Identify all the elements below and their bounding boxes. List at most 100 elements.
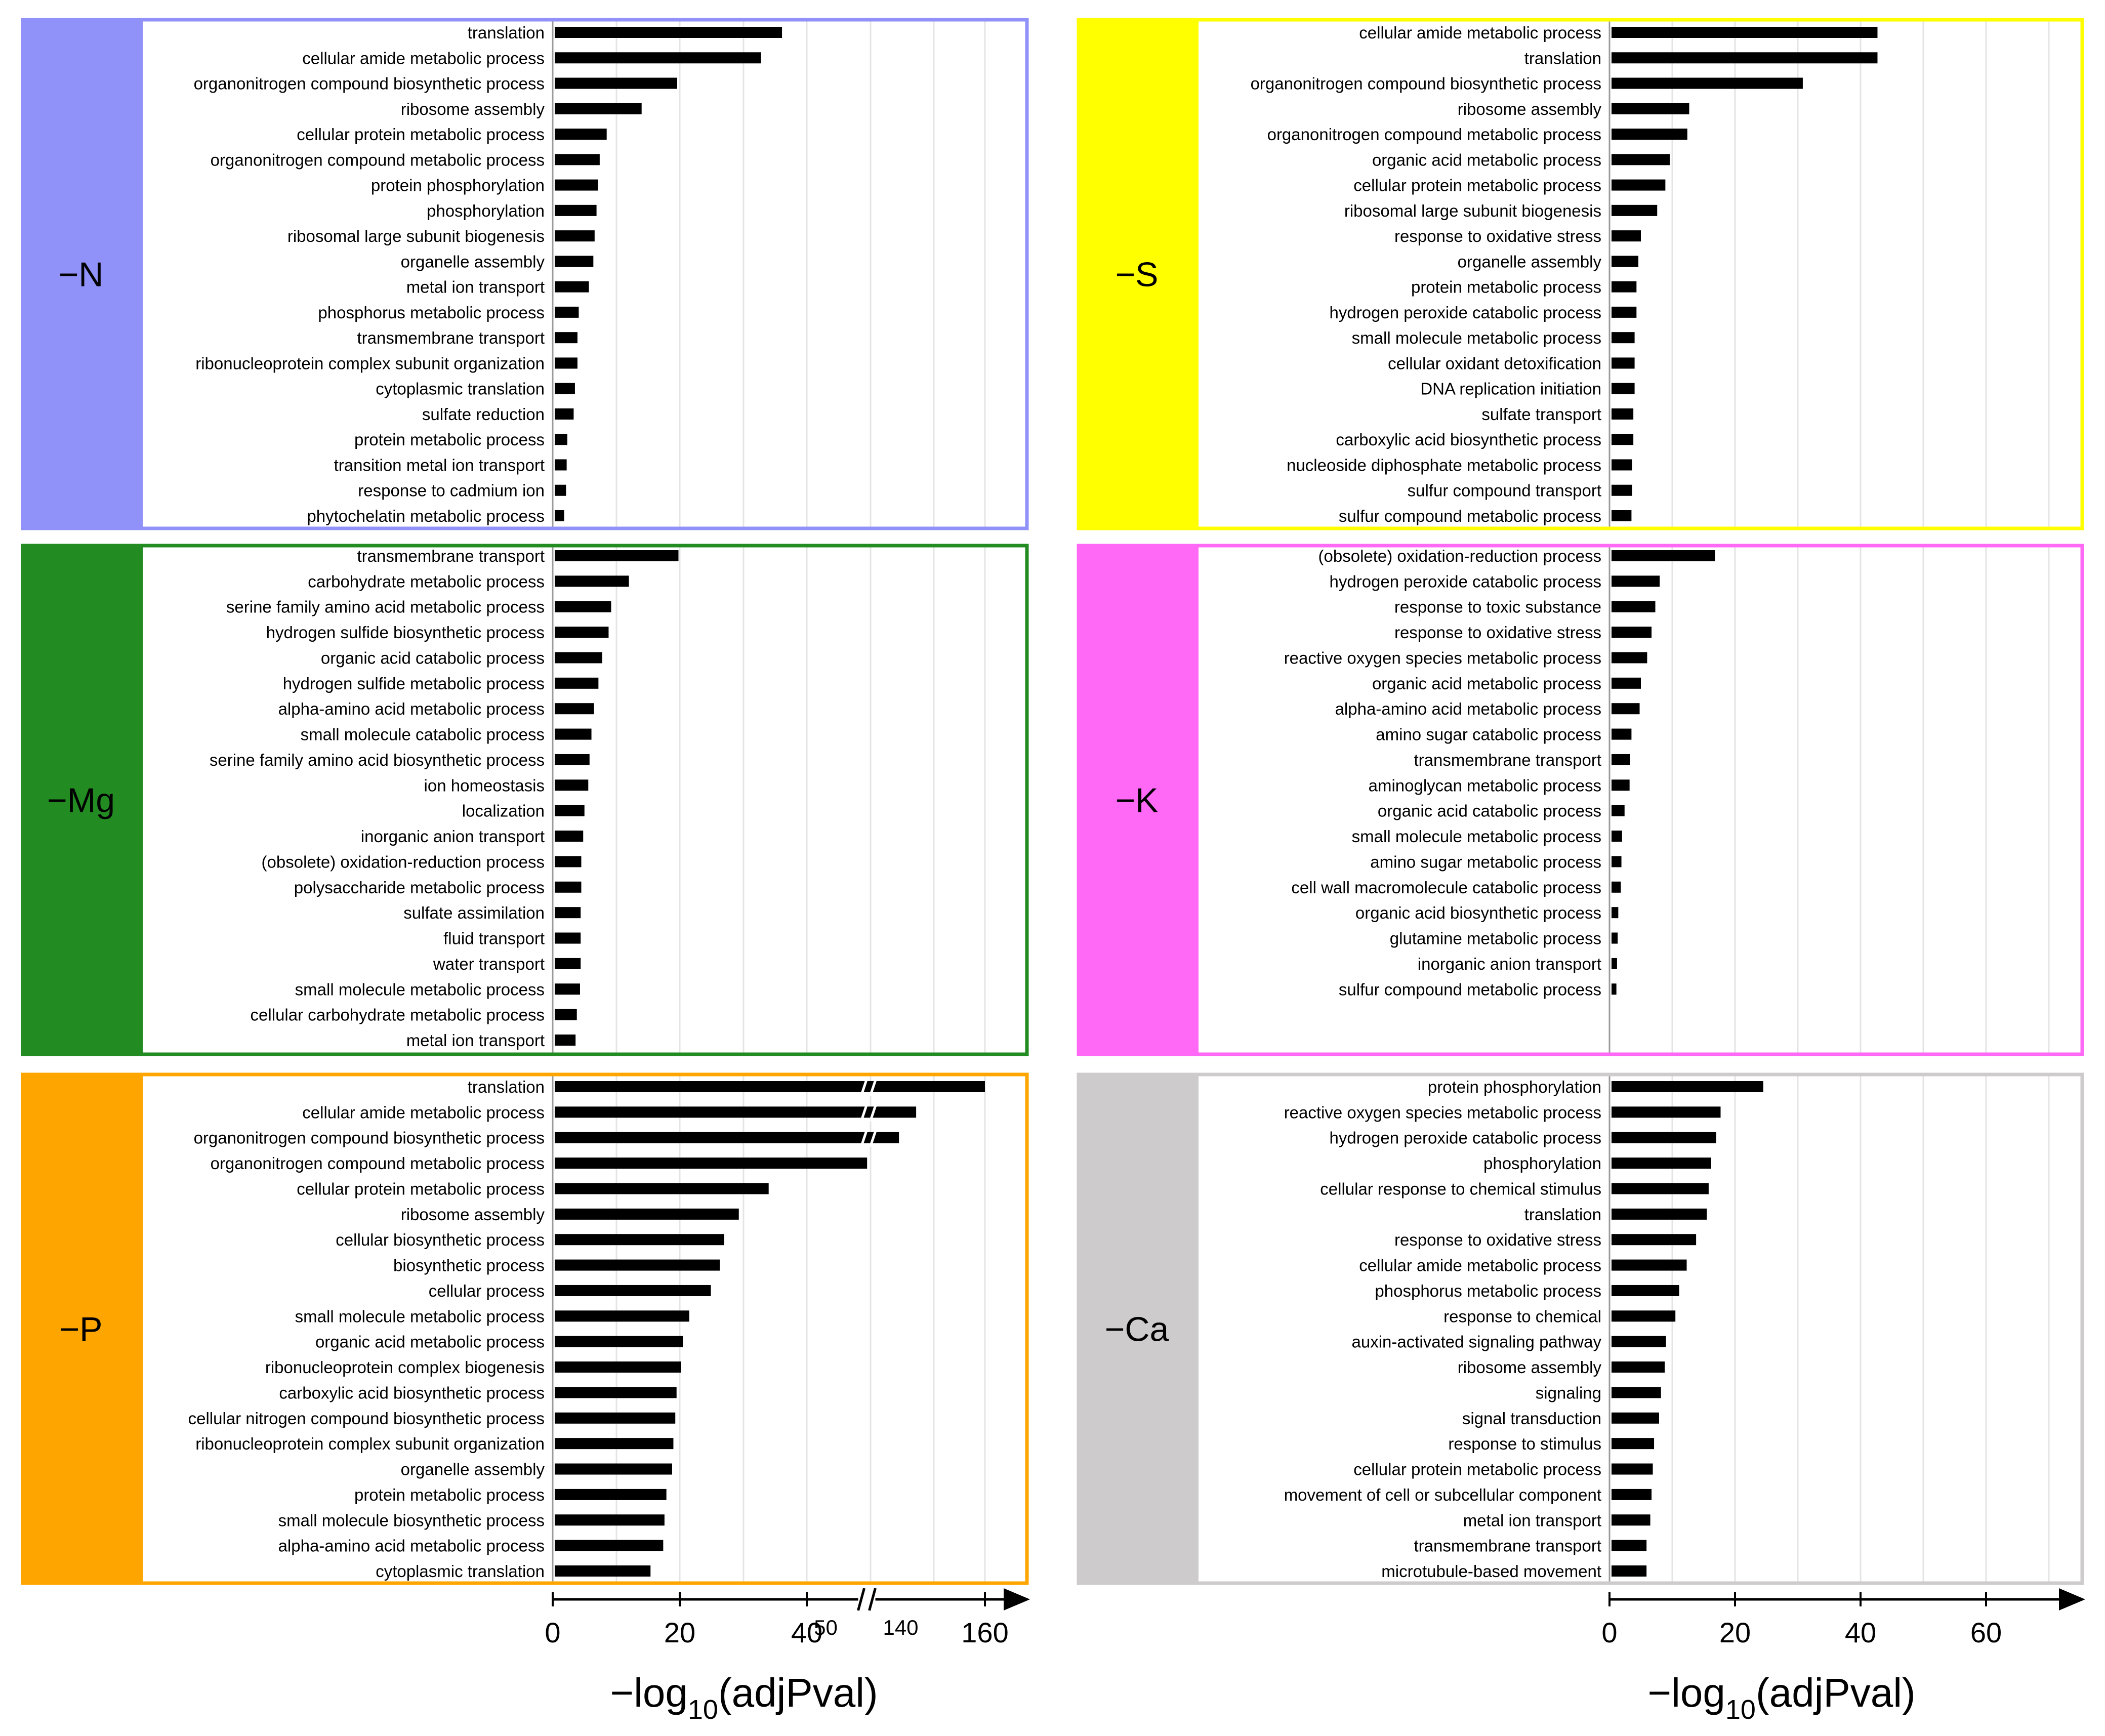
category-label: cellular protein metabolic process	[297, 125, 545, 144]
bar	[555, 983, 580, 995]
category-label: ribosomal large subunit biogenesis	[287, 227, 545, 245]
bar	[1612, 204, 1658, 216]
category-label: fluid transport	[443, 929, 545, 948]
category-label: protein metabolic process	[354, 430, 545, 449]
bar	[555, 601, 611, 612]
category-label: reactive oxygen species metabolic proces…	[1284, 1103, 1601, 1122]
bar	[555, 703, 594, 715]
bar	[555, 754, 590, 765]
category-label: inorganic anion transport	[361, 827, 545, 846]
x-tick-label: 60	[1970, 1617, 2002, 1648]
x-axis-title-paren: (adjPval)	[718, 1670, 878, 1715]
bar	[1612, 1158, 1711, 1169]
bar	[1612, 52, 1878, 64]
bar	[555, 1035, 576, 1046]
bar	[1612, 856, 1622, 867]
bar	[555, 1361, 681, 1373]
x-tick-label: 0	[1601, 1617, 1617, 1648]
bar	[555, 154, 600, 166]
bar	[555, 1489, 667, 1500]
category-label: translation	[1524, 1205, 1601, 1224]
category-label: organonitrogen compound metabolic proces…	[1267, 125, 1601, 144]
category-label: response to stimulus	[1448, 1434, 1601, 1453]
bar	[555, 1081, 985, 1092]
panel-plot-area	[1199, 544, 2084, 1056]
bar	[555, 575, 629, 587]
category-label: cellular amide metabolic process	[1359, 23, 1601, 42]
category-label: carboxylic acid biosynthetic process	[279, 1383, 545, 1402]
category-label: organic acid catabolic process	[321, 648, 545, 667]
category-label: small molecule metabolic process	[1352, 328, 1601, 347]
panel-color-block	[1077, 1073, 1201, 1585]
category-label: organelle assembly	[401, 1460, 545, 1479]
category-label: transmembrane transport	[1414, 1537, 1602, 1555]
category-label: cellular amide metabolic process	[302, 49, 545, 67]
category-label: cellular protein metabolic process	[1353, 176, 1601, 195]
bar	[1612, 1336, 1666, 1347]
bar	[1612, 510, 1632, 521]
bar	[555, 1234, 724, 1246]
bar	[555, 831, 584, 842]
category-label: localization	[462, 802, 545, 820]
category-label: metal ion transport	[1463, 1511, 1601, 1530]
category-label: signal transduction	[1462, 1409, 1601, 1428]
category-label: organelle assembly	[401, 252, 545, 271]
category-label: cellular protein metabolic process	[297, 1179, 545, 1198]
category-label: small molecule catabolic process	[301, 725, 545, 744]
x-axis-left: 0 20 40 160 50 140 −log10(adjPval)	[545, 1588, 1030, 1725]
panel-color-block	[1077, 18, 1201, 530]
category-label: phosphorylation	[1483, 1154, 1601, 1173]
category-label: cellular carbohydrate metabolic process	[251, 1006, 545, 1024]
bar	[555, 1285, 711, 1296]
bar	[1612, 1387, 1661, 1398]
bar	[1612, 434, 1634, 445]
bar	[555, 907, 581, 919]
x-axis-title-main: −log	[1647, 1670, 1725, 1715]
category-label: ribosome assembly	[401, 1205, 545, 1224]
bar	[555, 1387, 677, 1398]
category-label: cell wall macromolecule catabolic proces…	[1291, 878, 1601, 897]
panels: −N translation cellular amide metabolic pr…	[21, 18, 2084, 1585]
bar	[1612, 601, 1656, 612]
axis-break-mark	[860, 1128, 878, 1147]
panel-title: −P	[59, 1310, 102, 1349]
category-label: transmembrane transport	[357, 328, 545, 347]
panel-plot-area	[143, 18, 1028, 530]
bar	[1612, 103, 1689, 114]
panel-right-middle: −K (obsolete) oxidation-reduction process…	[1077, 544, 2084, 1056]
category-label: cellular biosynthetic process	[336, 1230, 545, 1249]
category-label: transmembrane transport	[1414, 751, 1602, 769]
category-label: ribosomal large subunit biogenesis	[1344, 201, 1601, 220]
category-label: organonitrogen compound biosynthetic pro…	[1251, 74, 1601, 93]
category-label: aminoglycan metabolic process	[1369, 776, 1601, 795]
category-label: carbohydrate metabolic process	[308, 572, 545, 591]
bar	[1612, 459, 1632, 471]
bar	[555, 1009, 577, 1020]
bar	[555, 1208, 739, 1220]
category-label: protein phosphorylation	[1428, 1078, 1601, 1096]
bar	[555, 1438, 674, 1450]
category-label: alpha-amino acid metabolic process	[278, 699, 545, 718]
category-label: transmembrane transport	[357, 547, 545, 565]
category-label: hydrogen peroxide catabolic process	[1330, 303, 1602, 322]
category-label: sulfate transport	[1481, 405, 1601, 424]
bar	[555, 856, 582, 867]
panel-color-block	[21, 544, 145, 1056]
category-label: sulfur compound metabolic process	[1339, 507, 1601, 525]
panel-color-block	[21, 1073, 145, 1585]
category-label: serine family amino acid metabolic proce…	[226, 598, 545, 616]
category-label: organonitrogen compound metabolic proces…	[211, 150, 545, 169]
bar	[1612, 306, 1637, 318]
panel-title: −K	[1115, 781, 1158, 820]
bar	[1612, 1285, 1679, 1296]
category-label: ion homeostasis	[424, 776, 545, 795]
panel-right-top: −S cellular amide metabolic process transl…	[1077, 18, 2084, 530]
bar	[1612, 703, 1640, 715]
bar	[555, 230, 595, 242]
bar	[555, 357, 577, 369]
bar	[1612, 805, 1625, 816]
bar	[1612, 550, 1715, 561]
category-label: movement of cell or subcellular componen…	[1284, 1485, 1601, 1504]
category-label: alpha-amino acid metabolic process	[278, 1537, 545, 1555]
category-label: cellular process	[429, 1282, 545, 1300]
